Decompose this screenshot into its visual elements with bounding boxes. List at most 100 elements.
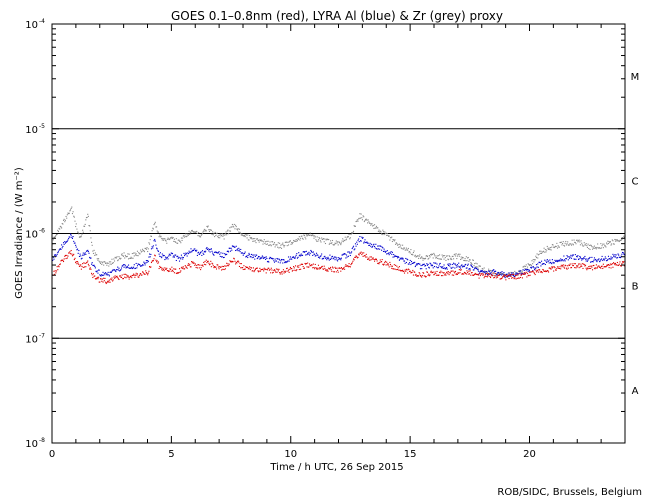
series-2-point (320, 241, 322, 243)
series-0-point (538, 268, 540, 271)
series-1-point (291, 258, 293, 260)
series-2-point (328, 238, 330, 241)
series-2-point (108, 265, 110, 267)
series-0-point (168, 270, 170, 273)
series-2-point (590, 244, 592, 247)
series-1-point (600, 258, 603, 260)
series-2-point (57, 229, 59, 231)
series-0-point (176, 272, 178, 275)
series-1-point (407, 259, 409, 261)
series-1-point (259, 257, 262, 259)
series-0-point (112, 280, 114, 282)
series-0-point (110, 279, 112, 281)
series-2-point (465, 260, 467, 262)
series-2-point (66, 214, 68, 216)
series-2-point (563, 244, 565, 246)
series-1-point (131, 267, 133, 270)
series-1-point (525, 268, 527, 270)
series-0-point (577, 265, 579, 267)
series-2-point (256, 238, 258, 240)
series-1-point (84, 253, 86, 255)
series-1-point (381, 246, 383, 248)
series-1-point (215, 251, 217, 253)
series-1-point (610, 256, 612, 258)
series-1-point (112, 269, 114, 271)
series-2-point (333, 244, 335, 246)
series-0-point (137, 276, 139, 278)
series-0-point (154, 254, 156, 256)
series-0-point (444, 273, 446, 275)
series-0-point (209, 263, 211, 265)
series-0-point (285, 270, 287, 272)
series-2-point (311, 234, 313, 236)
series-2-point (317, 240, 319, 242)
series-0-point (54, 270, 56, 272)
series-2-point (536, 253, 538, 255)
series-0-point (490, 276, 492, 279)
series-1-point (229, 247, 231, 249)
series-2-point (251, 238, 253, 240)
series-2-point (500, 272, 502, 275)
series-1-point (59, 248, 61, 250)
series-1-point (483, 271, 485, 273)
series-0-point (177, 272, 179, 274)
series-0-point (616, 264, 618, 266)
series-2-point (333, 244, 335, 246)
series-1-point (149, 256, 151, 258)
series-2-point (323, 241, 325, 243)
series-1-point (493, 269, 495, 271)
series-1-point (537, 263, 539, 265)
series-2-point (386, 233, 388, 235)
series-0-point (448, 274, 450, 276)
series-1-point (89, 257, 91, 259)
series-0-point (618, 264, 620, 266)
series-2-point (94, 254, 96, 256)
series-2-point (514, 270, 516, 272)
series-2-point (417, 257, 420, 259)
series-0-point (202, 265, 204, 267)
series-2-point (248, 239, 250, 241)
series-2-point (610, 244, 612, 246)
series-0-point (611, 263, 613, 265)
series-1-point (619, 256, 621, 258)
series-2-point (163, 239, 165, 241)
series-2-point (235, 224, 237, 226)
series-0-point (349, 265, 351, 268)
series-2-point (475, 262, 477, 264)
series-2-point (266, 243, 269, 245)
series-2-point (163, 238, 165, 240)
series-1-point (556, 259, 558, 261)
series-1-point (139, 264, 141, 266)
series-1-point (84, 252, 86, 254)
series-0-point (308, 266, 310, 268)
series-1-point (322, 257, 324, 259)
series-1-point (542, 263, 544, 265)
series-1-point (195, 250, 197, 252)
series-1-point (584, 258, 587, 260)
series-0-point (152, 260, 154, 262)
series-0-point (541, 271, 543, 273)
series-1-point (299, 254, 301, 256)
series-1-point (347, 255, 349, 257)
series-1-point (249, 256, 251, 258)
series-0-point (484, 274, 487, 276)
series-0-point (294, 269, 296, 271)
series-2-point (151, 230, 153, 232)
series-1-point (572, 254, 574, 256)
series-2 (51, 206, 626, 278)
series-0-point (502, 275, 504, 277)
series-1-point (162, 255, 164, 257)
series-1-point (122, 264, 124, 266)
series-2-point (555, 245, 557, 248)
series-2-point (134, 254, 137, 256)
series-0-point (165, 268, 167, 270)
series-2-point (614, 240, 617, 242)
series-2-point (380, 231, 382, 233)
series-0-point (111, 277, 113, 279)
series-2-point (300, 237, 302, 239)
series-0-point (340, 266, 342, 269)
series-2-point (556, 242, 558, 244)
series-2-point (336, 242, 338, 244)
series-2-point (613, 243, 615, 245)
